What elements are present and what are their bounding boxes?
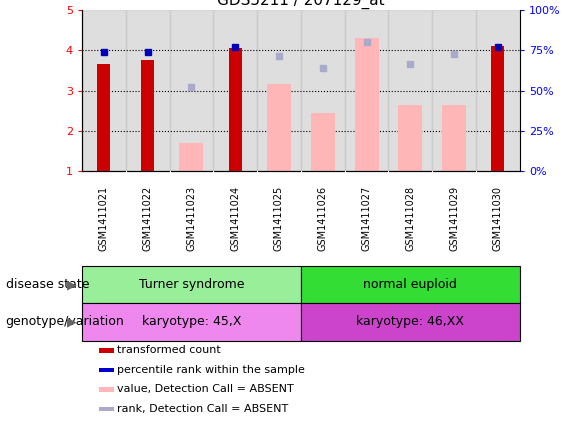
Bar <box>257 10 301 171</box>
Text: GSM1411030: GSM1411030 <box>493 186 503 251</box>
Bar <box>99 387 114 392</box>
Text: GSM1411023: GSM1411023 <box>186 186 197 251</box>
Bar <box>82 303 301 341</box>
Bar <box>398 104 423 171</box>
Bar <box>99 407 114 411</box>
Text: GSM1411025: GSM1411025 <box>274 186 284 251</box>
Bar <box>311 113 335 171</box>
Bar <box>432 10 476 171</box>
Text: Turner syndrome: Turner syndrome <box>138 278 244 291</box>
Bar <box>267 85 291 171</box>
Bar <box>345 10 389 171</box>
Bar <box>170 10 214 171</box>
Bar <box>442 104 466 171</box>
Bar <box>82 10 125 171</box>
Bar <box>354 38 379 171</box>
Text: rank, Detection Call = ABSENT: rank, Detection Call = ABSENT <box>116 404 288 414</box>
Text: GSM1411024: GSM1411024 <box>230 186 240 251</box>
Text: genotype/variation: genotype/variation <box>6 316 124 328</box>
Bar <box>476 10 520 171</box>
Bar <box>214 10 257 171</box>
Text: GSM1411021: GSM1411021 <box>99 186 109 251</box>
Text: GSM1411022: GSM1411022 <box>142 186 153 251</box>
Text: percentile rank within the sample: percentile rank within the sample <box>116 365 305 375</box>
Bar <box>301 266 520 303</box>
Bar <box>99 348 114 353</box>
Bar <box>492 47 505 171</box>
Title: GDS5211 / 207129_at: GDS5211 / 207129_at <box>217 0 385 9</box>
Text: ▶: ▶ <box>67 278 76 291</box>
Text: GSM1411026: GSM1411026 <box>318 186 328 251</box>
Text: normal euploid: normal euploid <box>363 278 457 291</box>
Text: ▶: ▶ <box>67 316 76 328</box>
Text: karyotype: 46,XX: karyotype: 46,XX <box>357 316 464 328</box>
Text: disease state: disease state <box>6 278 89 291</box>
Bar <box>301 10 345 171</box>
Text: value, Detection Call = ABSENT: value, Detection Call = ABSENT <box>116 385 293 394</box>
Bar <box>97 64 110 171</box>
Bar <box>301 303 520 341</box>
Bar <box>99 368 114 372</box>
Bar <box>179 143 203 171</box>
Text: karyotype: 45,X: karyotype: 45,X <box>142 316 241 328</box>
Text: transformed count: transformed count <box>116 345 220 355</box>
Bar <box>125 10 170 171</box>
Bar <box>82 266 301 303</box>
Bar <box>389 10 432 171</box>
Text: GSM1411028: GSM1411028 <box>405 186 415 251</box>
Bar <box>229 48 242 171</box>
Bar <box>141 60 154 171</box>
Text: GSM1411029: GSM1411029 <box>449 186 459 251</box>
Text: GSM1411027: GSM1411027 <box>362 186 372 251</box>
